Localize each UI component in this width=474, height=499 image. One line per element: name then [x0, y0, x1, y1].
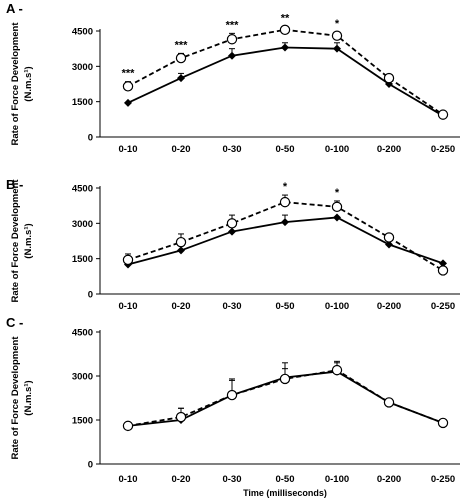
x-tick-label: 0-200	[377, 144, 401, 155]
data-point-open-circle	[383, 72, 395, 84]
data-point-open-circle	[122, 420, 134, 432]
data-point-open-circle	[331, 30, 343, 41]
significance-marker: ***	[122, 68, 136, 80]
chart-panel-2: B -Rate of Force Development (N.m.s¹) 0 150…	[6, 177, 460, 312]
data-point-open-circle	[331, 201, 343, 213]
x-tick-label: 0-250	[431, 144, 455, 155]
x-tick-label: 0-250	[431, 301, 455, 312]
data-point-open-circle	[279, 373, 291, 385]
x-tick-label: 0-200	[377, 301, 401, 312]
x-tick-label: 0-200	[377, 474, 401, 485]
y-tick-label: 0	[88, 133, 93, 144]
y-axis-label: Rate of Force Development	[10, 336, 21, 460]
data-point-open-circle	[122, 81, 134, 92]
x-tick-label: 0-20	[171, 144, 190, 155]
panel-label: C -	[6, 315, 23, 330]
data-point-filled-diamond	[439, 259, 447, 268]
significance-marker: ***	[175, 39, 189, 51]
y-axis-unit: (N.m.s¹)	[23, 380, 34, 415]
significance-marker: *	[335, 18, 340, 30]
data-point-filled-diamond	[228, 51, 236, 60]
y-axis-title: Rate of Force Development (N.m.s¹)	[10, 179, 34, 303]
x-tick-label: 0-30	[222, 474, 241, 485]
chart-panel-1: A - Rate of Force Development (N.m.s¹) 0 150…	[6, 1, 460, 155]
data-point-filled-diamond	[228, 227, 236, 236]
data-point-open-circle	[175, 52, 187, 64]
y-tick-label: 3000	[72, 372, 93, 383]
data-point-open-circle	[437, 417, 449, 429]
data-point-open-circle	[437, 265, 449, 276]
x-tick-label: 0-100	[325, 144, 349, 155]
data-point-open-circle	[226, 218, 238, 229]
panel-label: A -	[6, 1, 23, 16]
x-tick-label: 0-30	[222, 301, 241, 312]
x-tick-label: 0-250	[431, 474, 455, 485]
significance-marker: *	[283, 181, 288, 193]
x-tick-label: 0-20	[171, 474, 190, 485]
y-tick-label: 4500	[72, 328, 93, 339]
data-point-filled-diamond	[281, 43, 289, 52]
data-point-filled-diamond	[177, 74, 185, 83]
significance-marker: ***	[226, 19, 240, 31]
data-point-filled-diamond	[333, 44, 341, 53]
significance-marker: *	[335, 187, 340, 199]
chart-panel-3: C - Rate of Force Development (N.m.s¹) 0 150…	[6, 315, 460, 498]
data-point-open-circle	[279, 24, 291, 36]
x-tick-label: 0-100	[325, 474, 349, 485]
x-tick-label: 0-20	[171, 301, 190, 312]
y-tick-label: 4500	[72, 184, 93, 195]
data-point-open-circle	[122, 254, 134, 266]
x-tick-label: 0-50	[275, 144, 294, 155]
x-axis-title: Time (milliseconds)	[243, 488, 327, 498]
y-axis-title: Rate of Force Development (N.m.s¹)	[10, 336, 34, 460]
x-tick-label: 0-10	[118, 144, 137, 155]
series-line-1	[127, 46, 444, 117]
y-axis-label: Rate of Force Development	[10, 22, 21, 146]
data-point-open-circle	[175, 411, 187, 423]
y-tick-label: 1500	[72, 254, 93, 265]
y-axis-title: Rate of Force Development (N.m.s¹)	[10, 22, 34, 146]
data-point-open-circle	[437, 109, 449, 120]
x-tick-label: 0-50	[275, 474, 294, 485]
data-point-open-circle	[331, 364, 343, 376]
y-tick-label: 0	[88, 460, 93, 471]
significance-marker: **	[281, 12, 290, 24]
data-point-open-circle	[226, 34, 238, 45]
x-tick-label: 0-10	[118, 301, 137, 312]
y-tick-label: 4500	[72, 27, 93, 38]
data-point-open-circle	[383, 397, 395, 408]
y-tick-label: 0	[88, 290, 93, 301]
data-point-filled-diamond	[124, 98, 132, 107]
data-point-open-circle	[383, 232, 395, 243]
y-axis-unit: (N.m.s¹)	[23, 223, 34, 258]
y-tick-label: 1500	[72, 97, 93, 108]
series-line-2	[127, 201, 444, 272]
data-point-filled-diamond	[281, 218, 289, 227]
y-tick-label: 3000	[72, 219, 93, 230]
data-point-filled-diamond	[385, 240, 393, 249]
x-tick-label: 0-30	[222, 144, 241, 155]
data-point-filled-diamond	[333, 213, 341, 222]
y-axis-label: Rate of Force Development	[10, 179, 21, 303]
x-tick-label: 0-100	[325, 301, 349, 312]
data-point-filled-diamond	[177, 246, 185, 255]
data-point-open-circle	[279, 196, 291, 208]
y-tick-label: 1500	[72, 416, 93, 427]
data-point-open-circle	[175, 236, 187, 248]
x-tick-label: 0-50	[275, 301, 294, 312]
panel-label: B -	[6, 177, 23, 192]
y-tick-label: 3000	[72, 62, 93, 73]
y-axis-unit: (N.m.s¹)	[23, 66, 34, 101]
x-tick-label: 0-10	[118, 474, 137, 485]
data-point-open-circle	[226, 389, 238, 401]
